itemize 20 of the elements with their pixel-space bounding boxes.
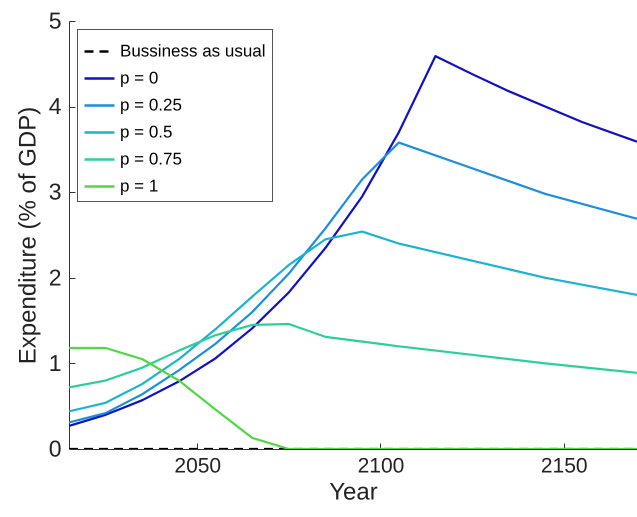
y-tick-label: 3 — [48, 178, 62, 205]
legend-label: p = 0 — [120, 68, 158, 88]
legend-label: p = 0.5 — [120, 122, 172, 142]
x-axis-title: Year — [329, 478, 378, 506]
legend-label: p = 0.25 — [120, 96, 182, 114]
line-series — [69, 322, 637, 388]
y-tick-label: 1 — [48, 350, 62, 376]
line-series — [69, 141, 637, 424]
x-tick-label: 2100 — [358, 454, 404, 478]
legend-label: p = 1 — [120, 176, 158, 196]
y-tick-label: 0 — [48, 436, 62, 462]
legend-label: Bussiness as usual — [120, 42, 266, 60]
x-tick-label: 2050 — [174, 454, 222, 478]
y-tick-label: 5 — [48, 8, 62, 34]
line-series — [69, 230, 637, 412]
y-axis-title: Expenditure (% of GDP) — [14, 106, 42, 364]
y-tick-label: 2 — [48, 264, 62, 290]
x-tick-label: 2150 — [540, 454, 588, 478]
y-tick-label: 4 — [48, 93, 62, 120]
legend-label: p = 0.75 — [120, 150, 182, 168]
